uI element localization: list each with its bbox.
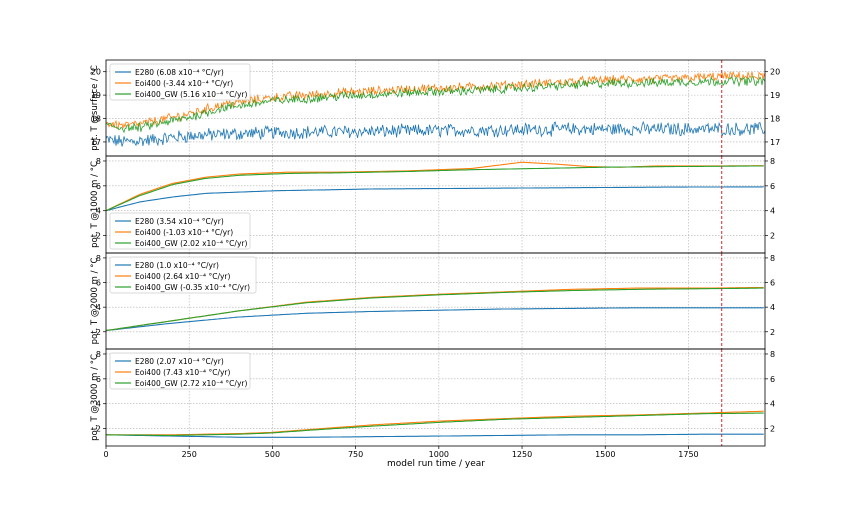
series-line-eoi400_gw: [106, 287, 764, 332]
legend-label-eoi400_gw: Eoi400_GW (2.02 x10⁻⁴ °C/yr): [135, 239, 247, 248]
legend: E280 (2.07 x10⁻⁴ °C/yr) Eoi400 (7.43 x10⁻…: [109, 352, 251, 390]
y-tick-label-left: 19: [91, 91, 101, 100]
y-tick-label-right: 18: [770, 115, 780, 124]
y-tick-label-right: 4: [770, 207, 775, 216]
series-line-eoi400_gw: [106, 165, 764, 212]
legend-label-eoi400: Eoi400 (-3.44 x10⁻⁴ °C/yr): [135, 79, 233, 88]
series-line-eoi400: [106, 410, 764, 436]
x-tick-label: 1500: [595, 450, 615, 459]
y-tick-label-right: 17: [770, 138, 780, 147]
legend: E280 (3.54 x10⁻⁴ °C/yr) Eoi400 (-1.03 x10…: [109, 212, 251, 250]
y-tick-label-left: 6: [96, 182, 101, 191]
series-group: [106, 410, 764, 438]
x-tick-label: 250: [182, 450, 197, 459]
series-line-eoi400: [106, 161, 764, 212]
y-tick-label-left: 17: [91, 138, 101, 147]
y-axis-label: pot. T @3000 m / °C: [90, 354, 100, 441]
y-tick-label-right: 19: [770, 91, 780, 100]
y-axis-label: pot. T @2000 m / °C: [90, 258, 100, 345]
series-line-e280: [106, 433, 764, 438]
y-tick-label-left: 20: [91, 68, 101, 77]
x-axis: 0 250 500 750 1000 1250 1500 1750: [103, 446, 699, 459]
y-tick-label-right: 6: [770, 279, 775, 288]
y-tick-label-left: 8: [96, 157, 101, 166]
y-axis-label: pot. T @1000 m / °C: [90, 161, 100, 248]
x-tick-label: 1000: [429, 450, 449, 459]
x-tick-label: 750: [348, 450, 363, 459]
y-tick-label-right: 2: [770, 328, 775, 337]
y-tick-label-left: 6: [96, 279, 101, 288]
x-axis-label: model run time / year: [387, 459, 485, 469]
y-tick-label-right: 6: [770, 182, 775, 191]
legend-label-eoi400_gw: Eoi400_GW (2.72 x10⁻⁴ °C/yr): [135, 379, 247, 388]
y-tick-label-right: 4: [770, 303, 775, 312]
series-line-e280: [106, 307, 764, 332]
y-tick-label-right: 20: [770, 68, 780, 77]
legend-label-e280: E280 (6.08 x10⁻⁴ °C/yr): [135, 68, 224, 77]
y-tick-label-left: 8: [96, 254, 101, 263]
legend-label-e280: E280 (2.07 x10⁻⁴ °C/yr): [135, 357, 224, 366]
y-tick-label-right: 8: [770, 254, 775, 263]
y-tick-label-left: 4: [96, 303, 101, 312]
y-tick-label-left: 2: [96, 425, 101, 434]
y-tick-label-left: 4: [96, 400, 101, 409]
legend-box: [109, 63, 251, 101]
series-line-eoi400_gw: [106, 412, 764, 436]
y-tick-label-right: 6: [770, 375, 775, 384]
x-tick-label: 1750: [678, 450, 698, 459]
legend-box: [109, 352, 251, 390]
legend-label-eoi400: Eoi400 (-1.03 x10⁻⁴ °C/yr): [135, 228, 233, 237]
panel-frame: [105, 348, 766, 447]
legend-label-eoi400_gw: Eoi400_GW (-0.35 x10⁻⁴ °C/yr): [135, 283, 250, 292]
y-tick-label-right: 8: [770, 157, 775, 166]
legend: E280 (6.08 x10⁻⁴ °C/yr) Eoi400 (-3.44 x10…: [109, 63, 251, 101]
series-line-eoi400: [106, 286, 764, 332]
legend-label-eoi400_gw: Eoi400_GW (5.16 x10⁻⁴ °C/yr): [135, 90, 247, 99]
y-axis-label: pot. T @surface / °C: [90, 65, 100, 151]
legend: E280 (1.0 x10⁻⁴ °C/yr) Eoi400 (2.64 x10⁻⁴…: [109, 256, 257, 294]
y-tick-label-left: 2: [96, 328, 101, 337]
y-tick-label-left: 8: [96, 350, 101, 359]
y-tick-label-left: 6: [96, 375, 101, 384]
x-tick-label: 0: [103, 450, 108, 459]
series-group: [106, 161, 764, 212]
series-line-e280: [106, 186, 764, 212]
y-tick-label-left: 4: [96, 207, 101, 216]
y-tick-label-left: 18: [91, 115, 101, 124]
legend-label-e280: E280 (1.0 x10⁻⁴ °C/yr): [135, 261, 219, 270]
legend-label-eoi400: Eoi400 (7.43 x10⁻⁴ °C/yr): [135, 368, 230, 377]
series-line-eoi400: [106, 71, 765, 131]
legend-label-eoi400: Eoi400 (2.64 x10⁻⁴ °C/yr): [135, 272, 230, 281]
series-line-eoi400_gw: [106, 75, 765, 134]
legend-label-e280: E280 (3.54 x10⁻⁴ °C/yr): [135, 217, 224, 226]
series-group: [106, 71, 765, 147]
y-tick-label-right: 2: [770, 232, 775, 241]
x-tick-label: 500: [265, 450, 280, 459]
x-tick-label: 1250: [512, 450, 532, 459]
series-line-e280: [106, 120, 765, 147]
series-group: [106, 286, 764, 332]
legend-box: [109, 256, 257, 294]
y-tick-label-left: 2: [96, 232, 101, 241]
y-tick-label-right: 4: [770, 400, 775, 409]
legend-box: [109, 212, 251, 250]
y-tick-label-right: 2: [770, 425, 775, 434]
y-tick-label-right: 8: [770, 350, 775, 359]
